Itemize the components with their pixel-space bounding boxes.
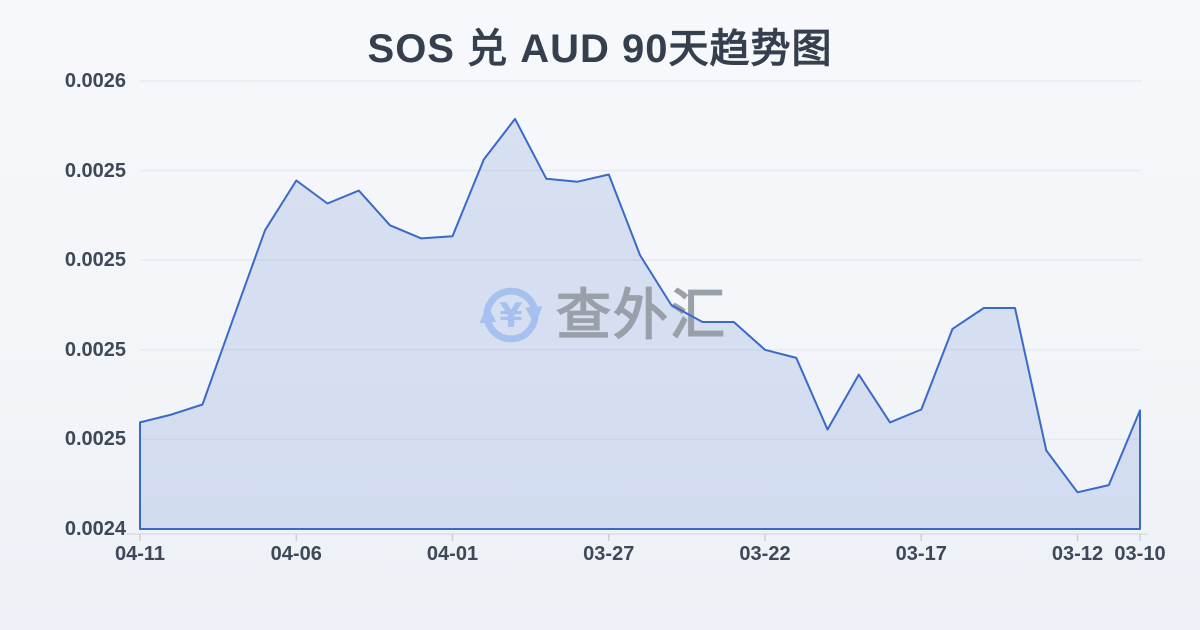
arrow-head-right-icon <box>525 306 543 325</box>
watermark-text: 查外汇 <box>556 284 728 346</box>
arrow-head-left-icon <box>479 305 497 324</box>
chart-title: SOS 兑 AUD 90天趋势图 <box>367 27 833 71</box>
yen-symbol: ¥ <box>499 296 522 335</box>
currency-exchange-icon: ¥ <box>479 287 543 343</box>
watermark: ¥ 查外汇 <box>479 283 727 347</box>
series-line <box>139 117 1141 530</box>
series-area-fill <box>140 118 1140 530</box>
